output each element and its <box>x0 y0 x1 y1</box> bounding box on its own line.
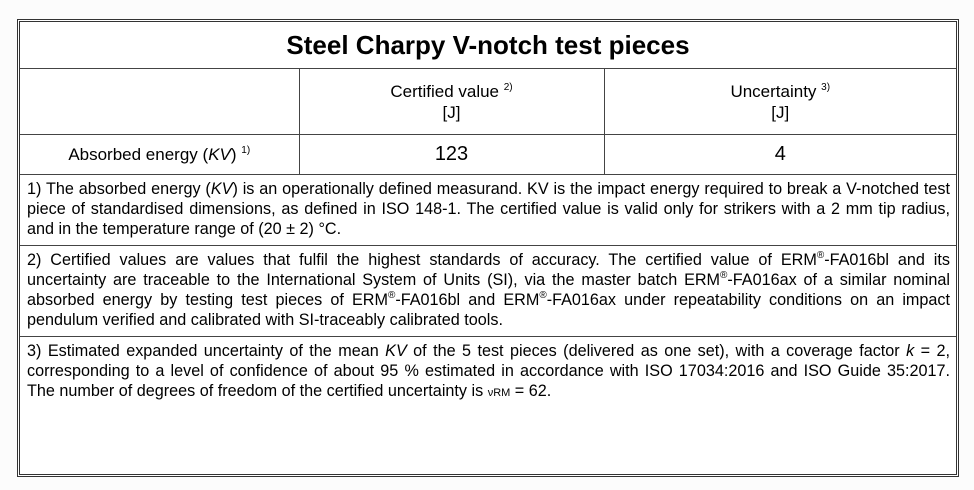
footnote-text: 2) Certified values are values that fulf… <box>27 251 817 269</box>
header-empty <box>20 68 300 135</box>
header-certified-value: Certified value 2) [J] <box>298 68 605 135</box>
row-label: Absorbed energy (KV) 1) <box>20 134 300 175</box>
footnote-2: 2) Certified values are values that fulf… <box>20 246 956 337</box>
footnote-text: 3) Estimated expanded uncertainty of the… <box>27 342 386 360</box>
table-title: Steel Charpy V-notch test pieces <box>20 22 956 69</box>
footnote-text: k <box>906 342 915 360</box>
footnote-3: 3) Estimated expanded uncertainty of the… <box>20 337 956 409</box>
certificate-table: Steel Charpy V-notch test pieces Certifi… <box>17 19 959 477</box>
footnote-text: KV <box>385 342 407 360</box>
footnote-text: = 62. <box>510 382 552 400</box>
footnote-text: ® <box>539 290 547 301</box>
footnote-text: of the 5 test pieces (delivered as one s… <box>406 342 907 360</box>
footnote-text: = 2, corresponding to a level of confide… <box>27 342 951 400</box>
footnote-text: ® <box>720 270 728 281</box>
footnote-text: -FA016ax of a similar nominal absorbed e… <box>27 271 950 309</box>
footnote-text: ® <box>387 290 396 301</box>
footnote-text: -FA016bl and its uncertainty are traceab… <box>27 251 950 289</box>
footnote-text: -FA016bl and ERM <box>395 291 540 309</box>
footnote-text: 1) The absorbed energy ( <box>27 180 211 198</box>
footnote-text: KV <box>210 180 233 198</box>
certified-value: 123 <box>298 134 605 175</box>
footnote-text: νRM <box>487 387 511 399</box>
footnotes: 1) The absorbed energy (KV) is an operat… <box>20 175 956 409</box>
uncertainty-value: 4 <box>603 134 956 175</box>
footnote-text: ) is an operationally defined measurand.… <box>27 180 950 238</box>
footnote-1: 1) The absorbed energy (KV) is an operat… <box>20 175 956 246</box>
footnote-text: ® <box>816 250 825 261</box>
footnote-text: -FA016ax under repeatability conditions … <box>27 291 950 329</box>
header-uncertainty: Uncertainty 3) [J] <box>603 68 956 135</box>
